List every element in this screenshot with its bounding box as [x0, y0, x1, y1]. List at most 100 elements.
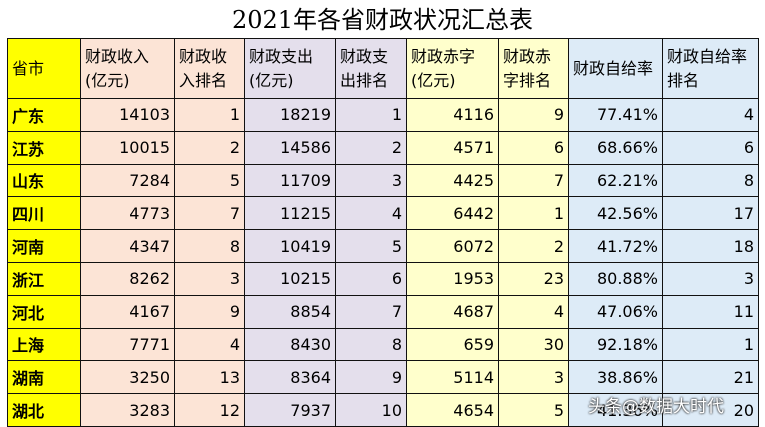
expense-cell: 10419 — [244, 229, 336, 263]
expense-rank-cell: 7 — [335, 294, 407, 329]
deficit-rank-cell: 6 — [498, 130, 569, 165]
header-cell: 财政支出排名 — [335, 38, 407, 99]
header-cell: 财政收入排名 — [174, 38, 245, 99]
income-rank-cell: 12 — [174, 393, 245, 427]
self-sufficiency-rank-cell: 8 — [662, 163, 759, 198]
province-cell: 四川 — [7, 196, 81, 231]
expense-rank-cell: 10 — [335, 393, 407, 427]
self-sufficiency-rank-cell: 1 — [662, 327, 759, 362]
income-cell: 3250 — [80, 360, 175, 395]
header-cell: 财政支出(亿元) — [244, 38, 336, 99]
table-row: 河南 4347 8 10419 5 6072 2 41.72% 18 — [7, 229, 759, 263]
province-cell: 湖南 — [7, 360, 81, 395]
income-rank-cell: 2 — [174, 130, 245, 165]
province-cell: 湖北 — [7, 393, 81, 427]
income-cell: 10015 — [80, 130, 175, 165]
expense-cell: 10215 — [244, 261, 336, 296]
deficit-cell: 4687 — [406, 294, 499, 329]
header-cell: 财政自给率 — [568, 38, 663, 99]
fiscal-summary-table: 省市 财政收入(亿元) 财政收入排名 财政支出(亿元) 财政支出排名 财政赤字(… — [7, 38, 759, 427]
self-sufficiency-cell: 80.88% — [568, 261, 663, 296]
self-sufficiency-cell: 38.86% — [568, 360, 663, 395]
province-cell: 广东 — [7, 98, 81, 132]
deficit-rank-cell: 4 — [498, 294, 569, 329]
watermark: 头条@数据大时代 — [588, 397, 724, 417]
deficit-cell: 4571 — [406, 130, 499, 165]
province-cell: 浙江 — [7, 261, 81, 296]
table-row: 广东 14103 1 18219 1 4116 9 77.41% 4 — [7, 98, 759, 132]
self-sufficiency-rank-cell: 4 — [662, 98, 759, 132]
income-rank-cell: 5 — [174, 163, 245, 198]
expense-cell: 18219 — [244, 98, 336, 132]
deficit-cell: 4116 — [406, 98, 499, 132]
deficit-rank-cell: 1 — [498, 196, 569, 231]
self-sufficiency-rank-cell: 3 — [662, 261, 759, 296]
deficit-rank-cell: 3 — [498, 360, 569, 395]
table-row: 四川 4773 7 11215 4 6442 1 42.56% 17 — [7, 196, 759, 231]
province-cell: 河北 — [7, 294, 81, 329]
income-cell: 4773 — [80, 196, 175, 231]
expense-rank-cell: 6 — [335, 261, 407, 296]
deficit-rank-cell: 5 — [498, 393, 569, 427]
self-sufficiency-cell: 62.21% — [568, 163, 663, 198]
deficit-cell: 1953 — [406, 261, 499, 296]
header-cell: 财政赤字排名 — [498, 38, 569, 99]
income-rank-cell: 3 — [174, 261, 245, 296]
income-cell: 3283 — [80, 393, 175, 427]
income-cell: 4347 — [80, 229, 175, 263]
deficit-rank-cell: 7 — [498, 163, 569, 198]
self-sufficiency-cell: 92.18% — [568, 327, 663, 362]
self-sufficiency-cell: 77.41% — [568, 98, 663, 132]
deficit-cell: 4425 — [406, 163, 499, 198]
expense-rank-cell: 2 — [335, 130, 407, 165]
header-cell: 财政赤字(亿元) — [406, 38, 499, 99]
income-rank-cell: 9 — [174, 294, 245, 329]
income-rank-cell: 4 — [174, 327, 245, 362]
page-title: 2021年各省财政状况汇总表 — [231, 6, 534, 34]
expense-cell: 8854 — [244, 294, 336, 329]
income-cell: 14103 — [80, 98, 175, 132]
self-sufficiency-cell: 47.06% — [568, 294, 663, 329]
table-row: 山东 7284 5 11709 3 4425 7 62.21% 8 — [7, 163, 759, 198]
deficit-rank-cell: 9 — [498, 98, 569, 132]
income-cell: 7284 — [80, 163, 175, 198]
deficit-cell: 659 — [406, 327, 499, 362]
income-rank-cell: 7 — [174, 196, 245, 231]
expense-rank-cell: 1 — [335, 98, 407, 132]
self-sufficiency-rank-cell: 17 — [662, 196, 759, 231]
deficit-cell: 4654 — [406, 393, 499, 427]
self-sufficiency-cell: 42.56% — [568, 196, 663, 231]
expense-cell: 11709 — [244, 163, 336, 198]
expense-cell: 8364 — [244, 360, 336, 395]
expense-rank-cell: 5 — [335, 229, 407, 263]
deficit-cell: 6072 — [406, 229, 499, 263]
table-row: 上海 7771 4 8430 8 659 30 92.18% 1 — [7, 327, 759, 362]
expense-rank-cell: 3 — [335, 163, 407, 198]
income-cell: 4167 — [80, 294, 175, 329]
province-cell: 上海 — [7, 327, 81, 362]
expense-cell: 14586 — [244, 130, 336, 165]
deficit-rank-cell: 2 — [498, 229, 569, 263]
income-rank-cell: 13 — [174, 360, 245, 395]
table-row: 江苏 10015 2 14586 2 4571 6 68.66% 6 — [7, 130, 759, 165]
self-sufficiency-rank-cell: 11 — [662, 294, 759, 329]
province-cell: 河南 — [7, 229, 81, 263]
table-row: 湖南 3250 13 8364 9 5114 3 38.86% 21 — [7, 360, 759, 395]
expense-rank-cell: 4 — [335, 196, 407, 231]
deficit-rank-cell: 30 — [498, 327, 569, 362]
table-row: 河北 4167 9 8854 7 4687 4 47.06% 11 — [7, 294, 759, 329]
header-cell: 财政自给率排名 — [662, 38, 759, 99]
income-cell: 8262 — [80, 261, 175, 296]
deficit-cell: 5114 — [406, 360, 499, 395]
table-row: 浙江 8262 3 10215 6 1953 23 80.88% 3 — [7, 261, 759, 296]
self-sufficiency-rank-cell: 6 — [662, 130, 759, 165]
table-body: 广东 14103 1 18219 1 4116 9 77.41% 4 江苏 10015 2 14586 2… — [7, 98, 759, 427]
header-row: 省市 财政收入(亿元) 财政收入排名 财政支出(亿元) 财政支出排名 财政赤字(… — [7, 38, 759, 99]
deficit-cell: 6442 — [406, 196, 499, 231]
income-rank-cell: 1 — [174, 98, 245, 132]
expense-rank-cell: 9 — [335, 360, 407, 395]
income-rank-cell: 8 — [174, 229, 245, 263]
header-cell: 省市 — [7, 38, 81, 99]
self-sufficiency-cell: 41.72% — [568, 229, 663, 263]
expense-cell: 8430 — [244, 327, 336, 362]
